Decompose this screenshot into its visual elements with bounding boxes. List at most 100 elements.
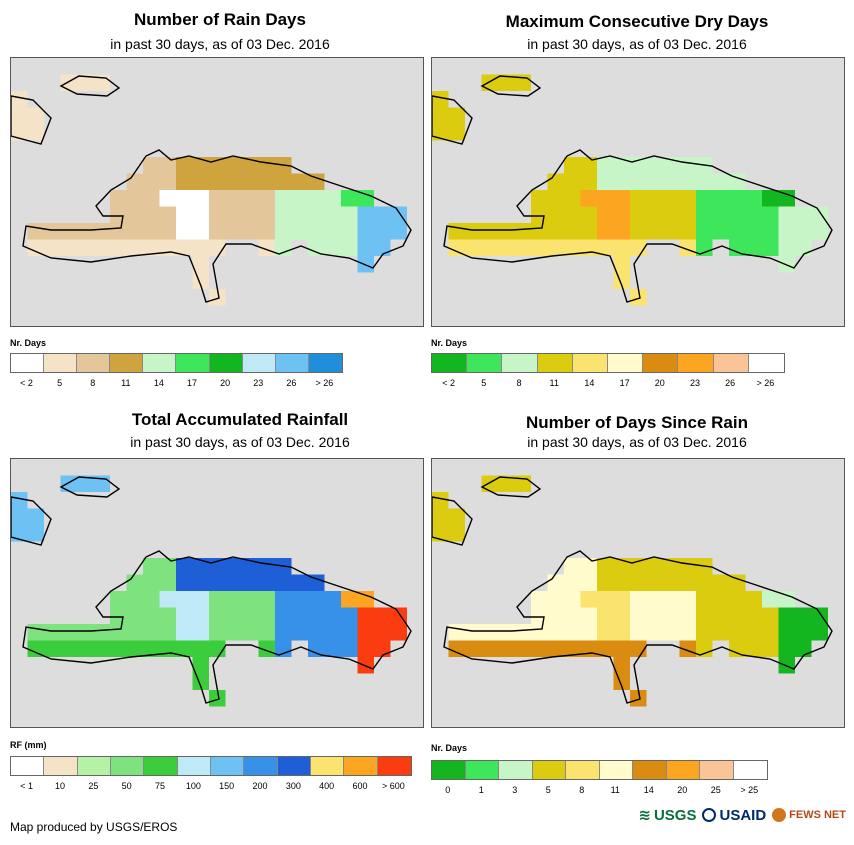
- grid-cell: [613, 574, 630, 591]
- grid-cell: [308, 239, 325, 256]
- grid-cell: [531, 223, 548, 240]
- hispaniola-outline: [443, 550, 833, 704]
- grid-cell: [448, 107, 465, 124]
- legend-swatch: [77, 354, 111, 372]
- grid-cell: [291, 190, 308, 207]
- grid-cell: [126, 206, 143, 223]
- legend-swatch: [209, 354, 243, 372]
- grid-cell: [110, 206, 127, 223]
- grid-cell: [646, 157, 663, 174]
- grid-cell: [60, 239, 77, 256]
- legend-label: RF (mm): [10, 740, 47, 750]
- grid-cell: [795, 206, 812, 223]
- legend-swatch: [44, 757, 78, 775]
- grid-cell: [357, 591, 374, 608]
- map-max-dry-days[interactable]: [431, 57, 845, 327]
- legend-swatch: [176, 354, 210, 372]
- legend-ticks: < 2 5 8 11 14 17 20 23 26 > 26: [431, 378, 783, 390]
- grid-cell: [432, 508, 449, 525]
- grid-cell: [374, 607, 391, 624]
- grid-cell: [564, 591, 581, 608]
- cuba-outline: [11, 95, 52, 145]
- grid-cell: [308, 607, 325, 624]
- fews-logo: FEWS NET: [772, 808, 846, 822]
- grid-cell: [143, 640, 160, 657]
- grid-cell: [159, 223, 176, 240]
- grid-cell: [597, 607, 614, 624]
- grid-cell: [176, 190, 193, 207]
- grid-cell: [308, 206, 325, 223]
- grid-cell: [481, 223, 498, 240]
- grid-cell: [126, 591, 143, 608]
- grid-cell: [258, 223, 275, 240]
- legend-tick-label: 0: [445, 785, 451, 795]
- grid-cell: [341, 607, 358, 624]
- grid-cell: [143, 190, 160, 207]
- grid-cell: [110, 591, 127, 608]
- grid-cell: [498, 475, 515, 492]
- grid-cell: [762, 206, 779, 223]
- grid-cell: [176, 640, 193, 657]
- grid-cell: [448, 223, 465, 240]
- grid-cell: [192, 574, 209, 591]
- grid-cell: [778, 190, 795, 207]
- map-rain-days[interactable]: [10, 57, 424, 327]
- grid-cell: [432, 107, 449, 124]
- panel-title: Number of Rain Days: [134, 10, 306, 29]
- jamaica-outline: [480, 75, 542, 97]
- map-total-rainfall[interactable]: [10, 458, 424, 728]
- grid-cell: [663, 223, 680, 240]
- map-canvas: [432, 74, 833, 306]
- grid-cell: [531, 239, 548, 256]
- grid-cell: [646, 624, 663, 641]
- grid-cell: [324, 591, 341, 608]
- grid-cell: [242, 190, 259, 207]
- cuba-outline: [432, 496, 473, 546]
- grid-cell: [27, 239, 44, 256]
- grid-cell: [291, 173, 308, 190]
- legend-label: Nr. Days: [431, 743, 468, 753]
- grid-cell: [646, 607, 663, 624]
- grid-cell: [242, 591, 259, 608]
- grid-cell: [324, 607, 341, 624]
- legend-swatch: [11, 757, 45, 775]
- legend-tick-label: 8: [516, 378, 522, 388]
- map-days-since-rain[interactable]: [431, 458, 845, 728]
- grid-cell: [795, 607, 812, 624]
- legend-swatch: [666, 761, 700, 779]
- jamaica-outline: [59, 476, 121, 498]
- legend-tick-label: 3: [512, 785, 518, 795]
- grid-cell: [531, 591, 548, 608]
- grid-cell: [275, 223, 292, 240]
- grid-cell: [176, 591, 193, 608]
- legend-swatch: [599, 761, 633, 779]
- map-canvas: [11, 475, 412, 707]
- legend-colorbar: [431, 353, 785, 373]
- grid-cell: [390, 624, 407, 641]
- cuba-outline: [11, 496, 52, 546]
- grid-cell: [176, 607, 193, 624]
- grid-cell: [357, 206, 374, 223]
- grid-cell: [663, 190, 680, 207]
- grid-cell: [679, 223, 696, 240]
- grid-cell: [143, 607, 160, 624]
- grid-cell: [630, 591, 647, 608]
- grid-cell: [564, 190, 581, 207]
- grid-cell: [324, 190, 341, 207]
- grid-cell: [77, 624, 94, 641]
- grid-cell: [465, 239, 482, 256]
- legend-swatch: [244, 757, 278, 775]
- grid-cell: [514, 640, 531, 657]
- grid-cell: [597, 624, 614, 641]
- grid-cell: [275, 624, 292, 641]
- grid-cell: [432, 525, 449, 542]
- grid-cell: [324, 239, 341, 256]
- grid-cell: [745, 640, 762, 657]
- grid-cell: [679, 640, 696, 657]
- grid-cell: [308, 190, 325, 207]
- grid-cell: [597, 173, 614, 190]
- grid-cell: [357, 223, 374, 240]
- grid-cell: [679, 607, 696, 624]
- grid-cell: [745, 239, 762, 256]
- grid-cell: [258, 558, 275, 575]
